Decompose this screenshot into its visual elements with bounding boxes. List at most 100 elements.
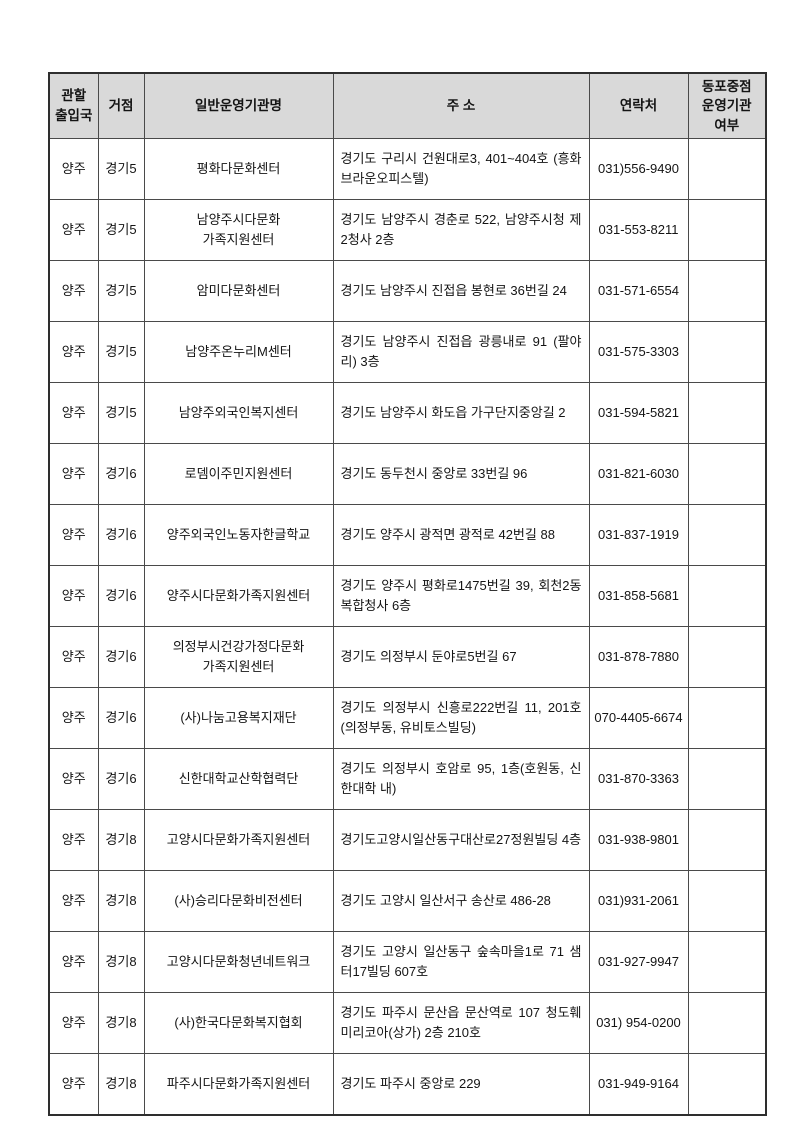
cell-jurisdiction: 양주 <box>48 138 99 200</box>
table-row: 양주 경기8 (사)한국다문화복지협회 경기도 파주시 문산읍 문산역로 107… <box>48 992 767 1054</box>
table-row: 양주 경기6 양주시다문화가족지원센터 경기도 양주시 평화로1475번길 39… <box>48 565 767 627</box>
cell-contact: 031-553-8211 <box>588 199 689 261</box>
cell-address: 경기도 남양주시 진접읍 봉현로 36번길 24 <box>332 260 590 322</box>
cell-address: 경기도 남양주시 진접읍 광릉내로 91 (팔야리) 3층 <box>332 321 590 383</box>
cell-base: 경기8 <box>97 1053 145 1116</box>
table-row: 양주 경기6 (사)나눔고용복지재단 경기도 의정부시 신흥로222번길 11,… <box>48 687 767 749</box>
cell-jurisdiction: 양주 <box>48 260 99 322</box>
header-address: 주 소 <box>332 72 590 139</box>
cell-jurisdiction: 양주 <box>48 809 99 871</box>
cell-contact: 031-949-9164 <box>588 1053 689 1116</box>
cell-compatriot-focus <box>687 748 767 810</box>
table-row: 양주 경기8 파주시다문화가족지원센터 경기도 파주시 중앙로 229 031-… <box>48 1053 767 1116</box>
cell-institution-name: 암미다문화센터 <box>143 260 334 322</box>
cell-contact: 031-878-7880 <box>588 626 689 688</box>
cell-jurisdiction: 양주 <box>48 870 99 932</box>
table-row: 양주 경기5 남양주외국인복지센터 경기도 남양주시 화도읍 가구단지중앙길 2… <box>48 382 767 444</box>
cell-contact: 031-870-3363 <box>588 748 689 810</box>
cell-compatriot-focus <box>687 687 767 749</box>
cell-jurisdiction: 양주 <box>48 1053 99 1116</box>
cell-compatriot-focus <box>687 504 767 566</box>
cell-compatriot-focus <box>687 1053 767 1116</box>
table-row: 양주 경기8 고양시다문화청년네트워크 경기도 고양시 일산동구 숲속마을1로 … <box>48 931 767 993</box>
cell-jurisdiction: 양주 <box>48 687 99 749</box>
cell-base: 경기5 <box>97 321 145 383</box>
cell-contact: 031-594-5821 <box>588 382 689 444</box>
cell-base: 경기5 <box>97 382 145 444</box>
cell-contact: 031-575-3303 <box>588 321 689 383</box>
table-row: 양주 경기5 평화다문화센터 경기도 구리시 건원대로3, 401~404호 (… <box>48 138 767 200</box>
cell-compatriot-focus <box>687 443 767 505</box>
cell-address: 경기도 파주시 문산읍 문산역로 107 청도훼미리코아(상가) 2층 210호 <box>332 992 590 1054</box>
cell-jurisdiction: 양주 <box>48 565 99 627</box>
cell-institution-name: 양주외국인노동자한글학교 <box>143 504 334 566</box>
cell-compatriot-focus <box>687 870 767 932</box>
cell-institution-name: 남양주외국인복지센터 <box>143 382 334 444</box>
table-row: 양주 경기8 (사)승리다문화비전센터 경기도 고양시 일산서구 송산로 486… <box>48 870 767 932</box>
cell-institution-name: (사)나눔고용복지재단 <box>143 687 334 749</box>
table-body: 양주 경기5 평화다문화센터 경기도 구리시 건원대로3, 401~404호 (… <box>48 138 767 1116</box>
cell-base: 경기6 <box>97 504 145 566</box>
institutions-table: 관할 출입국 거점 일반운영기관명 주 소 연락처 동포중점 운영기관 여부 양… <box>48 72 767 1116</box>
cell-contact: 031-938-9801 <box>588 809 689 871</box>
table-row: 양주 경기5 암미다문화센터 경기도 남양주시 진접읍 봉현로 36번길 24 … <box>48 260 767 322</box>
header-base: 거점 <box>97 72 145 139</box>
cell-contact: 070-4405-6674 <box>588 687 689 749</box>
table-row: 양주 경기6 의정부시건강가정다문화 가족지원센터 경기도 의정부시 둔야로5번… <box>48 626 767 688</box>
cell-jurisdiction: 양주 <box>48 443 99 505</box>
cell-institution-name: 고양시다문화가족지원센터 <box>143 809 334 871</box>
cell-contact: 031-927-9947 <box>588 931 689 993</box>
cell-address: 경기도 양주시 평화로1475번길 39, 회천2동 복합청사 6층 <box>332 565 590 627</box>
cell-address: 경기도 의정부시 호암로 95, 1층(호원동, 신한대학 내) <box>332 748 590 810</box>
cell-address: 경기도 파주시 중앙로 229 <box>332 1053 590 1116</box>
header-contact: 연락처 <box>588 72 689 139</box>
cell-jurisdiction: 양주 <box>48 931 99 993</box>
cell-compatriot-focus <box>687 626 767 688</box>
cell-base: 경기5 <box>97 138 145 200</box>
cell-compatriot-focus <box>687 809 767 871</box>
cell-address: 경기도 의정부시 신흥로222번길 11, 201호(의정부동, 유비토스빌딩) <box>332 687 590 749</box>
cell-compatriot-focus <box>687 138 767 200</box>
cell-contact: 031-821-6030 <box>588 443 689 505</box>
cell-base: 경기6 <box>97 748 145 810</box>
cell-base: 경기5 <box>97 199 145 261</box>
cell-base: 경기6 <box>97 443 145 505</box>
cell-jurisdiction: 양주 <box>48 992 99 1054</box>
cell-institution-name: (사)승리다문화비전센터 <box>143 870 334 932</box>
cell-address: 경기도 양주시 광적면 광적로 42번길 88 <box>332 504 590 566</box>
cell-compatriot-focus <box>687 260 767 322</box>
cell-institution-name: 고양시다문화청년네트워크 <box>143 931 334 993</box>
header-jurisdiction-office: 관할 출입국 <box>48 72 99 139</box>
cell-compatriot-focus <box>687 382 767 444</box>
cell-contact: 031)931-2061 <box>588 870 689 932</box>
cell-base: 경기8 <box>97 931 145 993</box>
cell-institution-name: 남양주시다문화 가족지원센터 <box>143 199 334 261</box>
table-row: 양주 경기6 양주외국인노동자한글학교 경기도 양주시 광적면 광적로 42번길… <box>48 504 767 566</box>
table-header: 관할 출입국 거점 일반운영기관명 주 소 연락처 동포중점 운영기관 여부 <box>48 72 767 139</box>
cell-compatriot-focus <box>687 931 767 993</box>
cell-address: 경기도 고양시 일산동구 숲속마을1로 71 샘터17빌딩 607호 <box>332 931 590 993</box>
cell-base: 경기6 <box>97 687 145 749</box>
cell-compatriot-focus <box>687 321 767 383</box>
cell-address: 경기도 구리시 건원대로3, 401~404호 (흥화브라운오피스텔) <box>332 138 590 200</box>
cell-institution-name: 신한대학교산학협력단 <box>143 748 334 810</box>
cell-base: 경기8 <box>97 809 145 871</box>
table-row: 양주 경기6 신한대학교산학협력단 경기도 의정부시 호암로 95, 1층(호원… <box>48 748 767 810</box>
cell-base: 경기8 <box>97 870 145 932</box>
table-row: 양주 경기8 고양시다문화가족지원센터 경기도고양시일산동구대산로27정원빌딩 … <box>48 809 767 871</box>
table-row: 양주 경기5 남양주시다문화 가족지원센터 경기도 남양주시 경춘로 522, … <box>48 199 767 261</box>
header-institution-name: 일반운영기관명 <box>143 72 334 139</box>
table-row: 양주 경기5 남양주온누리M센터 경기도 남양주시 진접읍 광릉내로 91 (팔… <box>48 321 767 383</box>
cell-contact: 031) 954-0200 <box>588 992 689 1054</box>
cell-base: 경기5 <box>97 260 145 322</box>
cell-contact: 031)556-9490 <box>588 138 689 200</box>
cell-jurisdiction: 양주 <box>48 504 99 566</box>
cell-address: 경기도 고양시 일산서구 송산로 486-28 <box>332 870 590 932</box>
cell-compatriot-focus <box>687 992 767 1054</box>
cell-base: 경기6 <box>97 565 145 627</box>
cell-address: 경기도 남양주시 화도읍 가구단지중앙길 2 <box>332 382 590 444</box>
cell-compatriot-focus <box>687 199 767 261</box>
cell-institution-name: 평화다문화센터 <box>143 138 334 200</box>
cell-base: 경기8 <box>97 992 145 1054</box>
